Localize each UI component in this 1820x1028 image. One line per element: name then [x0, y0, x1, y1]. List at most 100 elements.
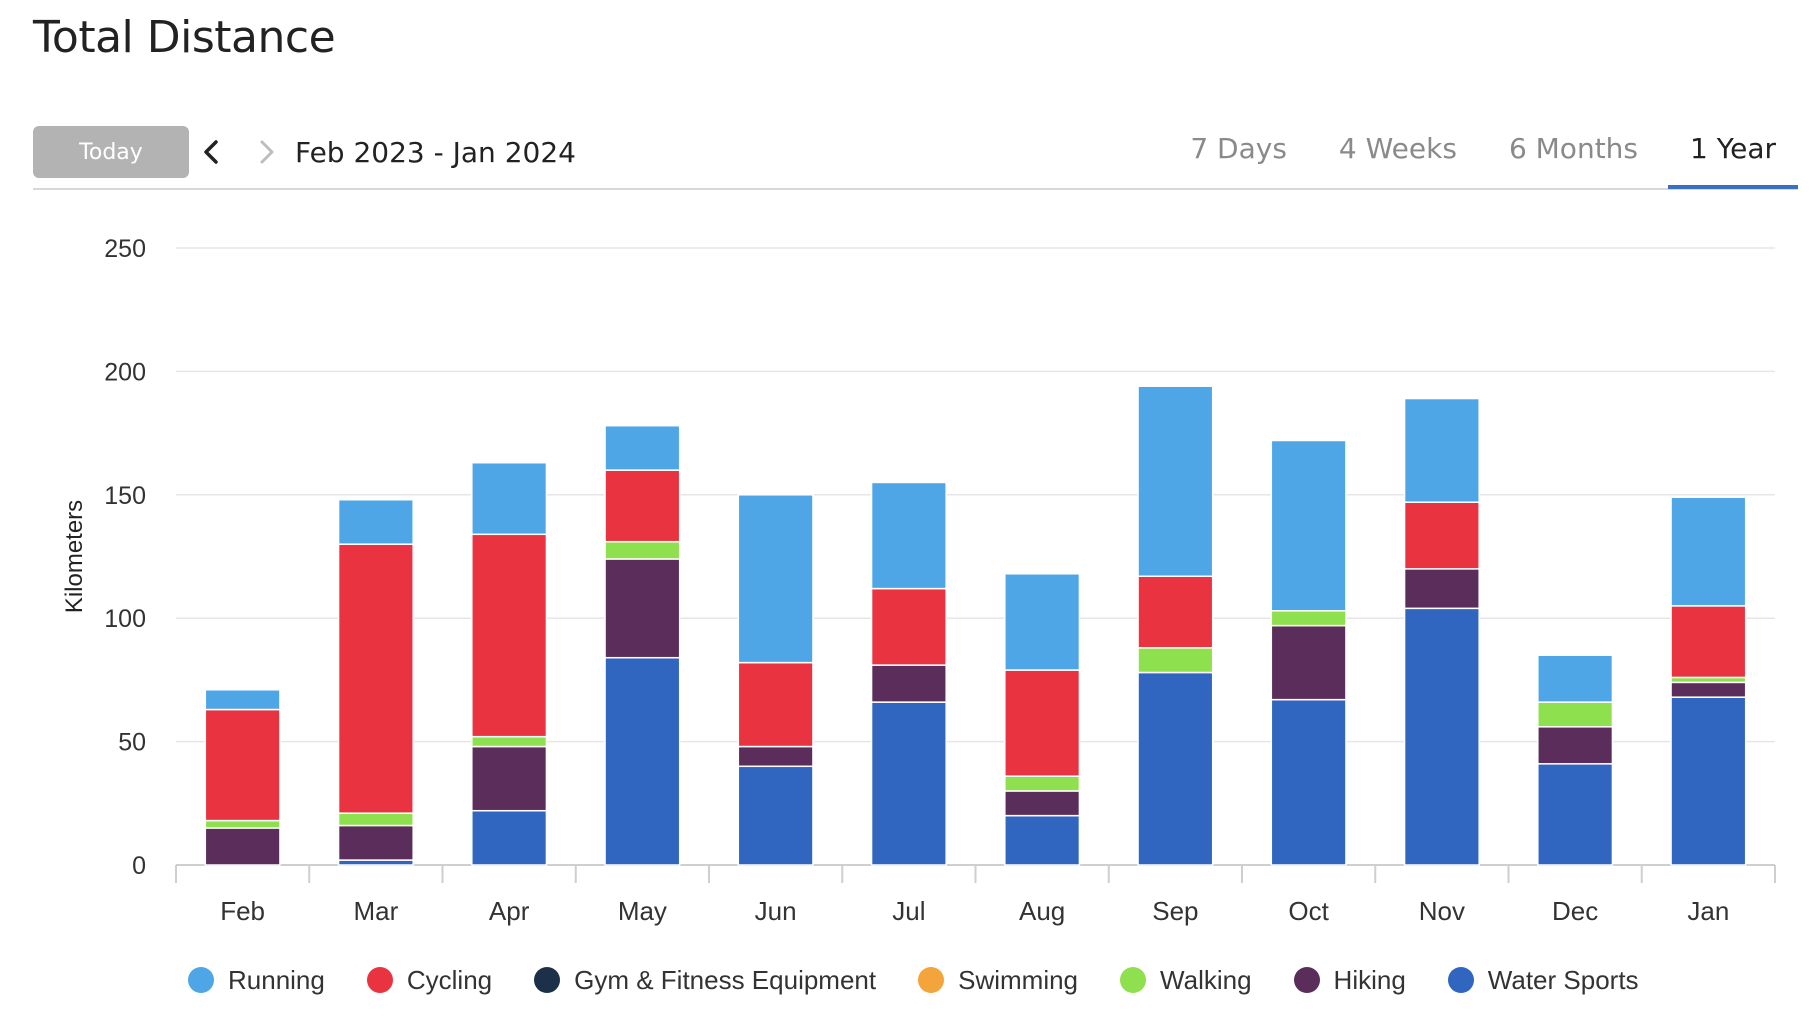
legend-label: Swimming	[958, 964, 1079, 995]
next-period-button[interactable]	[249, 132, 285, 172]
x-tick-label: Oct	[1288, 896, 1329, 926]
bar-segment-cycling[interactable]	[337, 543, 414, 814]
legend-swatch	[366, 967, 393, 993]
legend-label: Water Sports	[1487, 964, 1639, 995]
bar-segment-hiking[interactable]	[870, 664, 947, 703]
x-tick-label: Jul	[892, 896, 925, 926]
bar-segment-water-sports[interactable]	[604, 656, 681, 866]
bar-segment-hiking[interactable]	[337, 824, 414, 861]
bar-segment-running[interactable]	[1537, 654, 1614, 703]
chevron-left-icon	[204, 140, 218, 164]
y-tick-label: 0	[132, 852, 146, 880]
bar-segment-cycling[interactable]	[1137, 575, 1214, 649]
legend-swatch	[1447, 967, 1474, 993]
y-axis-label: Kilometers	[61, 500, 88, 613]
bar-segment-water-sports[interactable]	[737, 765, 814, 866]
bar-segment-water-sports[interactable]	[1670, 696, 1747, 866]
bar-segment-walking[interactable]	[1537, 701, 1614, 728]
bar-segment-water-sports[interactable]	[870, 701, 947, 866]
bar-segment-hiking[interactable]	[1270, 624, 1347, 701]
bar-segment-cycling[interactable]	[1670, 605, 1747, 679]
legend-swatch	[1293, 967, 1320, 993]
bar-segment-running[interactable]	[337, 498, 414, 545]
legend-item-swimming[interactable]: Swimming	[918, 965, 1078, 996]
bar-segment-hiking[interactable]	[204, 827, 281, 866]
x-tick-label: Aug	[1019, 896, 1065, 926]
bar-segment-walking[interactable]	[1137, 647, 1214, 674]
x-tick-label: Nov	[1419, 896, 1465, 926]
y-tick-label: 250	[104, 235, 146, 263]
x-tick-label: Jan	[1687, 896, 1729, 926]
bar-segment-hiking[interactable]	[1537, 726, 1614, 765]
bar-segment-walking[interactable]	[337, 812, 414, 827]
bar-segment-hiking[interactable]	[1004, 790, 1081, 817]
today-button[interactable]: Today	[33, 126, 189, 178]
bar-segment-cycling[interactable]	[1403, 501, 1480, 570]
bar-segment-running[interactable]	[1270, 439, 1347, 612]
tab-7-days[interactable]: 7 Days	[1190, 131, 1287, 165]
tab-6-months[interactable]: 6 Months	[1508, 131, 1638, 165]
bar-segment-cycling[interactable]	[1004, 669, 1081, 777]
legend-swatch	[1120, 967, 1147, 993]
bar-segment-hiking[interactable]	[1403, 568, 1480, 610]
stacked-bar-chart: 0 50 100 150 200 250 Kilometers Feb Mar Apr May Jun…	[61, 235, 1776, 926]
bar-segment-walking[interactable]	[1270, 610, 1347, 627]
legend-item-running[interactable]: Running	[188, 965, 325, 996]
previous-period-button[interactable]	[193, 132, 229, 172]
bar-segment-cycling[interactable]	[604, 469, 681, 543]
bar-segment-cycling[interactable]	[471, 533, 548, 738]
x-tick-label: Mar	[353, 896, 398, 926]
bar-segment-running[interactable]	[1137, 385, 1214, 577]
bar-segment-walking[interactable]	[1004, 775, 1081, 792]
y-tick-label: 150	[104, 482, 146, 510]
tab-1-year[interactable]: 1 Year	[1668, 116, 1798, 189]
bar-segment-cycling[interactable]	[870, 587, 947, 666]
legend-label: Running	[228, 964, 325, 995]
legend-item-water-sports[interactable]: Water Sports	[1447, 964, 1639, 996]
bar-segment-running[interactable]	[1403, 397, 1480, 503]
bar-segment-running[interactable]	[870, 481, 947, 590]
legend-label: Gym & Fitness Equipment	[574, 964, 877, 995]
bar-segment-hiking[interactable]	[471, 745, 548, 812]
legend-item-walking[interactable]: Walking	[1120, 965, 1252, 996]
bar-segment-water-sports[interactable]	[1137, 671, 1214, 866]
legend-item-cycling[interactable]: Cycling	[366, 964, 493, 996]
bar-segment-walking[interactable]	[471, 735, 548, 748]
bar-segment-walking[interactable]	[204, 819, 281, 829]
page-title: Total Distance	[33, 12, 336, 63]
tab-4-weeks[interactable]: 4 Weeks	[1338, 131, 1457, 165]
bar-segment-hiking[interactable]	[604, 558, 681, 659]
legend-swatch	[918, 967, 945, 993]
bar-segment-water-sports[interactable]	[1403, 607, 1480, 866]
bar-segment-running[interactable]	[1670, 496, 1747, 607]
x-tick-label: Feb	[220, 896, 265, 926]
x-tick-label: May	[618, 896, 667, 926]
bar-segment-running[interactable]	[204, 689, 281, 711]
chart-legend: Running Cycling Gym & Fitness Equipment Swi…	[188, 960, 1681, 1000]
x-tick-label: Sep	[1152, 896, 1198, 926]
x-tick-label: Jun	[755, 896, 797, 926]
bar-segment-running[interactable]	[604, 424, 681, 471]
legend-label: Walking	[1160, 964, 1252, 995]
bar-segment-water-sports[interactable]	[1537, 763, 1614, 866]
legend-label: Hiking	[1333, 964, 1406, 995]
legend-item-hiking[interactable]: Hiking	[1293, 964, 1406, 996]
y-tick-label: 100	[104, 605, 146, 633]
bar-segment-running[interactable]	[1004, 573, 1081, 671]
chart-toolbar: Today Feb 2023 - Jan 2024 7 Days 4 Weeks…	[33, 124, 1798, 190]
bar-segment-water-sports[interactable]	[1270, 698, 1347, 866]
bar-segment-water-sports[interactable]	[471, 809, 548, 866]
bar-segment-cycling[interactable]	[737, 661, 814, 748]
legend-item-gym-fitness-equipment[interactable]: Gym & Fitness Equipment	[534, 965, 876, 996]
bar-segment-hiking[interactable]	[737, 745, 814, 768]
bar-segment-running[interactable]	[471, 461, 548, 536]
bar-segment-water-sports[interactable]	[1004, 814, 1081, 866]
bar-segment-cycling[interactable]	[204, 708, 281, 822]
date-range-label: Feb 2023 - Jan 2024	[295, 136, 576, 169]
bar-segment-walking[interactable]	[604, 540, 681, 560]
bar-segment-hiking[interactable]	[1670, 681, 1747, 698]
bar-segment-running[interactable]	[737, 494, 814, 664]
legend-label: Cycling	[406, 964, 493, 995]
legend-swatch	[188, 967, 214, 993]
y-tick-label: 200	[104, 358, 146, 386]
